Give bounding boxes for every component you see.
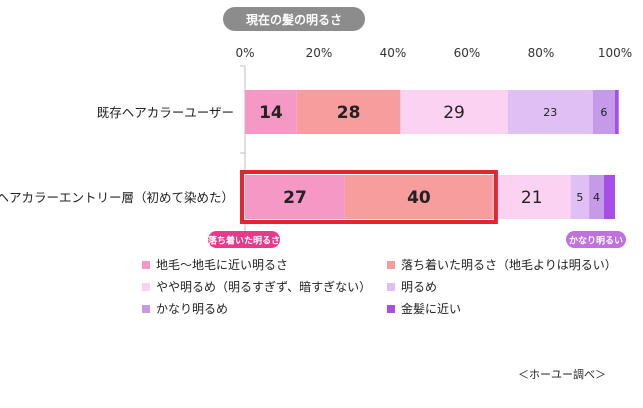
legend-swatch-5 [387,305,395,313]
legend-label: 地毛〜地毛に近い明るさ [156,258,289,272]
x-tick-label: 100% [598,46,632,60]
data-label: 14 [259,103,283,123]
data-label: 28 [337,103,361,123]
bar-segment [296,90,401,134]
legend-label: 明るめ [401,280,438,294]
title-pill [223,7,365,31]
source-note: ＜ホーユー調べ＞ [518,368,606,381]
bar-segment [603,175,615,219]
bar-segment [507,90,593,134]
x-tick-label: 0% [235,46,254,60]
data-label: 29 [443,103,465,123]
legend-item: やや明るめ（明るすぎず、暗すぎない） [142,279,387,295]
annotation-pill [208,231,280,248]
legend-swatch-4 [142,305,150,313]
legend-swatch-1 [387,261,395,269]
bar-segment [245,175,345,219]
annotation-pill [566,231,626,248]
legend-item: 地毛〜地毛に近い明るさ [142,257,387,273]
x-tick-label: 40% [380,46,407,60]
chart-title: 現在の髪の明るさ [246,12,342,27]
bar-segment [344,175,493,219]
bar-segment [245,90,297,134]
data-label: 27 [283,188,307,208]
legend-label: 落ち着いた明るさ（地毛よりは明るい） [401,258,617,272]
legend-label: やや明るめ（明るすぎず、暗すぎない） [156,280,372,294]
chart-legend: 地毛〜地毛に近い明るさ 落ち着いた明るさ（地毛よりは明るい） やや明るめ（明るす… [142,257,642,317]
legend-item: 明るめ [387,279,637,295]
bar-segment [615,90,619,134]
data-label: 5 [576,191,583,204]
data-label: 40 [407,188,431,208]
bar-segment [592,90,615,134]
bar-segment [570,175,590,219]
legend-swatch-0 [142,261,150,269]
legend-swatch-3 [387,283,395,291]
legend-item: 金髪に近い [387,301,637,317]
data-label: 23 [543,106,557,119]
data-label: 21 [521,188,543,208]
data-label: 6 [600,106,607,119]
legend-label: かなり明るめ [156,302,229,316]
category-label: 既存ヘアカラーユーザー [97,105,234,120]
x-tick-label: 60% [454,46,481,60]
data-label: 4 [593,191,600,204]
legend-item: かなり明るめ [142,301,387,317]
highlight-box [240,170,498,224]
annotation-label: 落ち着いた明るさ [208,235,280,247]
legend-item: 落ち着いた明るさ（地毛よりは明るい） [387,257,637,273]
legend-label: 金髪に近い [401,302,462,316]
bar-segment [492,175,571,219]
x-tick-label: 80% [528,46,555,60]
category-label: ヘアカラーエントリー層（初めて染めた） [0,190,234,205]
legend-swatch-2 [142,283,150,291]
annotation-label: かなり明るい [569,236,623,247]
bar-segment [400,90,508,134]
x-tick-label: 20% [306,46,333,60]
bar-segment [589,175,604,219]
